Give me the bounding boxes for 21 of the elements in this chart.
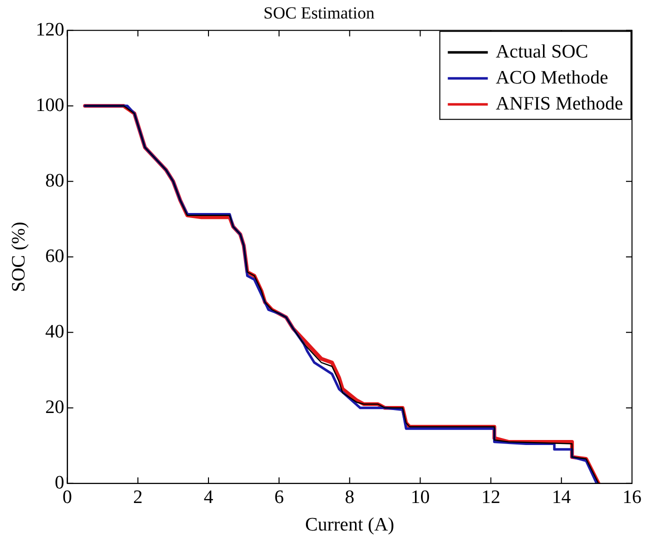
legend-label: ANFIS Methode: [496, 93, 624, 114]
x-axis-title: Current (A): [305, 514, 394, 536]
x-tick-label: 10: [410, 486, 430, 508]
x-tick-label: 8: [344, 486, 354, 508]
y-tick-label: 100: [36, 94, 64, 116]
y-tick-label: 20: [45, 396, 64, 418]
chart-title: SOC Estimation: [264, 4, 375, 23]
x-tick-label: 16: [622, 486, 642, 508]
y-tick-label: 0: [54, 472, 64, 494]
y-axis-title: SOC (%): [8, 222, 30, 292]
x-tick-label: 6: [274, 486, 284, 508]
x-tick-label: 14: [552, 486, 572, 508]
y-tick-label: 120: [36, 19, 64, 40]
legend-label: ACO Methode: [496, 67, 608, 88]
x-tick-label: 4: [204, 486, 214, 508]
x-tick-label: 12: [481, 486, 500, 508]
y-tick-label: 40: [45, 321, 64, 342]
y-tick-label: 80: [45, 170, 64, 192]
y-tick-label: 60: [45, 246, 64, 267]
x-tick-label: 2: [133, 486, 143, 508]
legend-label: Actual SOC: [496, 41, 588, 62]
